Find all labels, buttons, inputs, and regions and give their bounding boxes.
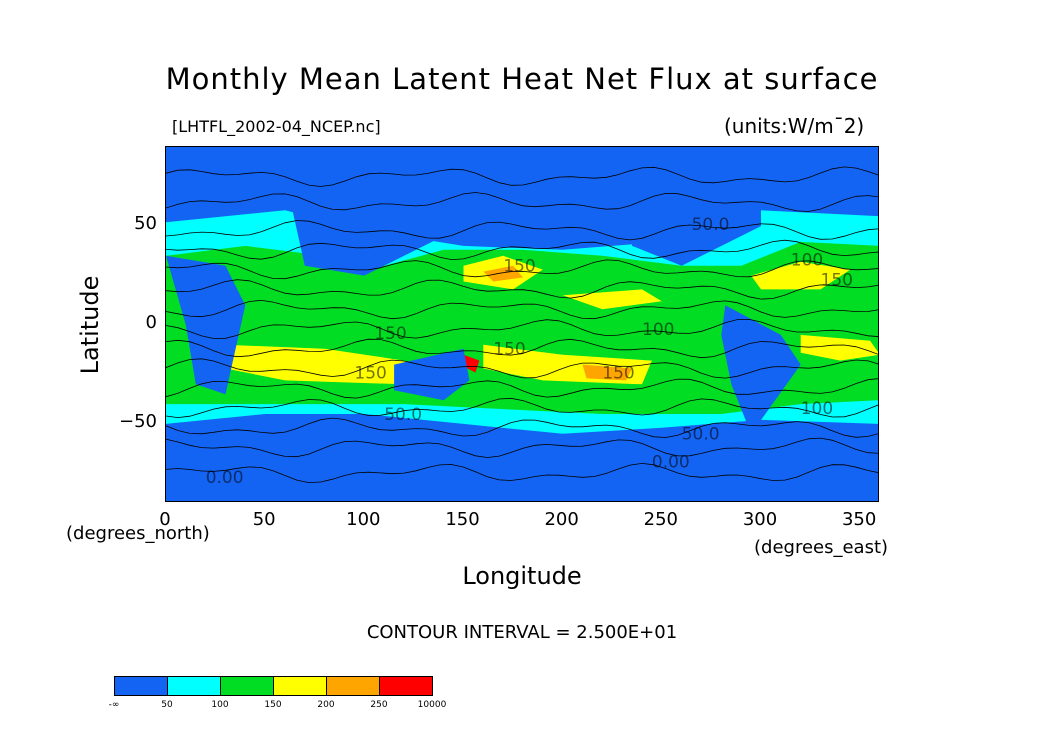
y-units-label: (degrees_north) bbox=[66, 523, 210, 544]
colorbar-level-label: 100 bbox=[211, 700, 229, 710]
contour-line bbox=[166, 259, 878, 280]
band-australia bbox=[394, 348, 470, 401]
chart-title: Monthly Mean Latent Heat Net Flux at sur… bbox=[165, 62, 879, 96]
band-southern bbox=[166, 439, 878, 501]
contour-label: 150 bbox=[503, 257, 535, 277]
contour-label: 100 bbox=[642, 320, 674, 340]
y-tick-label: −50 bbox=[119, 410, 157, 432]
contour-labels: 15010015015010015010050.050.00.000.0050.… bbox=[206, 215, 853, 488]
x-tick-label: 300 bbox=[742, 509, 778, 530]
colorbar-level-label: 10000 bbox=[417, 700, 447, 710]
contour-line bbox=[166, 318, 878, 339]
contour-label: 150 bbox=[602, 363, 634, 383]
x-axis-label: Longitude bbox=[462, 562, 582, 590]
contour-label: 50.0 bbox=[692, 215, 730, 235]
flux-map: 150 100 150 150 100 150 100 50.0 50.0 0.00 0.00 50.… bbox=[165, 146, 879, 502]
colorbar bbox=[114, 676, 433, 696]
colorbar-level-label: -∞ bbox=[108, 700, 120, 710]
contour-line bbox=[166, 239, 878, 261]
band-yellow-indian bbox=[225, 344, 444, 385]
band-arctic bbox=[166, 147, 878, 191]
colorbar-level-label: 50 bbox=[161, 700, 173, 710]
band-africa bbox=[166, 255, 246, 395]
colorbar-swatch bbox=[379, 676, 433, 696]
colorbar-level-label: 200 bbox=[317, 700, 335, 710]
x-tick-label: 50 bbox=[252, 509, 276, 530]
contour-label: 100 bbox=[791, 251, 823, 271]
band-asia bbox=[285, 176, 444, 276]
contour-line bbox=[166, 397, 878, 419]
colorbar-level-label: 150 bbox=[264, 700, 282, 710]
band-samerica bbox=[721, 305, 801, 434]
contour-label: 50.0 bbox=[682, 425, 720, 445]
x-tick-label: 200 bbox=[544, 509, 579, 530]
contour-line bbox=[166, 338, 878, 359]
contour-label: 150 bbox=[493, 340, 525, 360]
contour-label: 150 bbox=[821, 270, 853, 290]
band-namerica bbox=[622, 176, 761, 266]
colorbar-swatch bbox=[167, 676, 221, 696]
contour-line bbox=[166, 166, 878, 187]
colorbar-level-label: 250 bbox=[370, 700, 388, 710]
units-label: (units:W/m¯2) bbox=[724, 114, 865, 138]
contour-line bbox=[166, 299, 878, 320]
x-units-label: (degrees_east) bbox=[754, 537, 889, 558]
contour-line bbox=[166, 192, 878, 212]
source-file-label: [LHTFL_2002-04_NCEP.nc] bbox=[172, 117, 381, 136]
y-tick-label: 50 bbox=[134, 213, 157, 235]
x-tick-label: 100 bbox=[346, 509, 381, 530]
flux-bands bbox=[166, 147, 878, 501]
colorbar-swatch bbox=[114, 676, 168, 696]
contour-line bbox=[166, 462, 878, 484]
contour-label: 150 bbox=[374, 324, 406, 344]
x-tick-label: 250 bbox=[643, 509, 678, 530]
contour-label: 150 bbox=[354, 363, 386, 383]
contour-line bbox=[166, 378, 878, 399]
x-tick-label: 0 bbox=[159, 509, 171, 530]
band-orange-spac bbox=[582, 364, 633, 381]
contour-line bbox=[166, 358, 878, 379]
y-tick-label: 0 bbox=[145, 312, 157, 333]
contour-label: 0.00 bbox=[206, 468, 244, 488]
flux-map-svg: 15010015015010015010050.050.00.000.0050.… bbox=[166, 147, 878, 501]
band-red-coralsea bbox=[463, 354, 480, 373]
contour-lines bbox=[166, 166, 878, 484]
contour-interval-note: CONTOUR INTERVAL = 2.500E+01 bbox=[366, 622, 678, 643]
contour-line bbox=[166, 417, 878, 438]
x-tick-label: 350 bbox=[841, 509, 877, 530]
band-yellow-natl bbox=[751, 261, 851, 290]
contour-label: 0.00 bbox=[652, 452, 690, 472]
colorbar-swatch bbox=[273, 676, 327, 696]
colorbar-swatch bbox=[326, 676, 380, 696]
colorbar-swatch bbox=[220, 676, 274, 696]
contour-label: 100 bbox=[801, 399, 833, 419]
band-yellow-satl bbox=[800, 334, 878, 361]
contour-line bbox=[166, 220, 878, 241]
band-orange-npac bbox=[483, 265, 523, 282]
contour-label: 50.0 bbox=[384, 405, 422, 425]
contour-line bbox=[166, 279, 878, 300]
x-tick-label: 150 bbox=[445, 509, 480, 530]
contour-line bbox=[166, 437, 878, 458]
